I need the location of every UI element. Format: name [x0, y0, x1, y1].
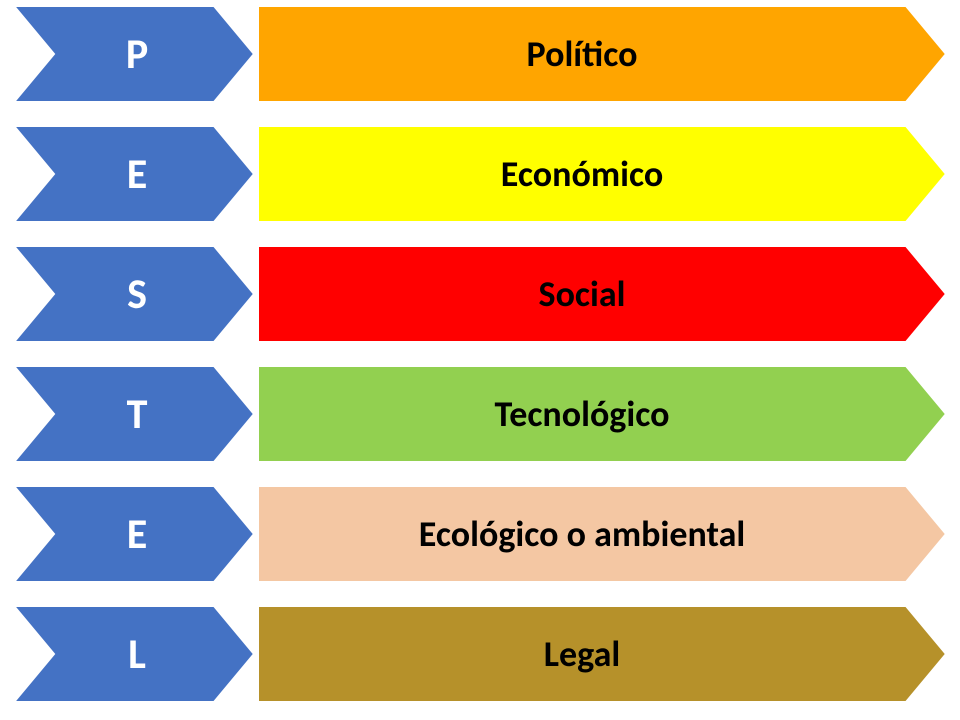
pestel-row: E Económico [0, 126, 960, 222]
pestel-desc-arrow: Político [258, 6, 946, 102]
pestel-desc-label: Ecológico o ambiental [258, 486, 906, 582]
pestel-row: P Político [0, 6, 960, 102]
pestel-letter-arrow: E [14, 126, 254, 222]
pestel-row: L Legal [0, 606, 960, 702]
pestel-letter: L [62, 606, 212, 702]
pestel-desc-label: Político [258, 6, 906, 102]
pestel-letter: E [62, 126, 212, 222]
pestel-letter: S [62, 246, 212, 342]
pestel-row: E Ecológico o ambiental [0, 486, 960, 582]
pestel-desc-arrow: Ecológico o ambiental [258, 486, 946, 582]
pestel-row: S Social [0, 246, 960, 342]
pestel-desc-label: Tecnológico [258, 366, 906, 462]
pestel-letter-arrow: E [14, 486, 254, 582]
pestel-row: T Tecnológico [0, 366, 960, 462]
pestel-desc-label: Económico [258, 126, 906, 222]
pestel-desc-arrow: Legal [258, 606, 946, 702]
pestel-letter-arrow: S [14, 246, 254, 342]
pestel-desc-label: Social [258, 246, 906, 342]
pestel-desc-arrow: Social [258, 246, 946, 342]
pestel-letter: E [62, 486, 212, 582]
pestel-letter-arrow: P [14, 6, 254, 102]
pestel-desc-label: Legal [258, 606, 906, 702]
pestel-desc-arrow: Económico [258, 126, 946, 222]
pestel-letter: T [62, 366, 212, 462]
pestel-diagram: PPolíticoEEconómicoSSocialTTecnológicoEE… [0, 0, 960, 720]
pestel-letter: P [62, 6, 212, 102]
pestel-desc-arrow: Tecnológico [258, 366, 946, 462]
pestel-letter-arrow: T [14, 366, 254, 462]
pestel-letter-arrow: L [14, 606, 254, 702]
